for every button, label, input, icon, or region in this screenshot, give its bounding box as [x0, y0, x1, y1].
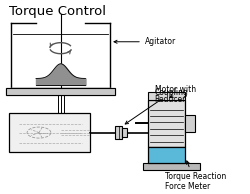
Bar — [9, 113, 90, 152]
Bar — [185, 115, 195, 132]
Text: Agitator: Agitator — [114, 37, 176, 46]
Text: Torque Reaction
Force Meter: Torque Reaction Force Meter — [164, 161, 226, 191]
Bar — [143, 163, 200, 170]
Text: Torque Control: Torque Control — [9, 5, 106, 18]
Bar — [6, 88, 115, 95]
Bar — [148, 92, 185, 100]
Bar — [148, 147, 185, 163]
Bar — [148, 100, 185, 147]
Text: Motor with
Reducer: Motor with Reducer — [155, 85, 196, 104]
Text: Coupling: Coupling — [125, 88, 188, 124]
Bar — [115, 126, 122, 139]
Bar — [122, 128, 127, 137]
Bar — [6, 88, 115, 95]
